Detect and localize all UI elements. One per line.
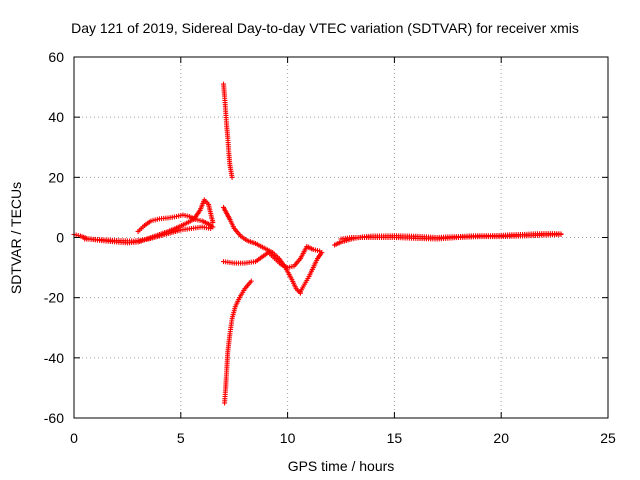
series-pass-spike-down [222,278,254,406]
data-point [558,231,564,237]
data-point [319,250,325,256]
x-tick-label: 0 [70,430,78,446]
y-tick-label: 60 [48,49,64,65]
x-tick-label: 10 [280,430,296,446]
series-pass-descent [221,204,303,296]
y-tick-label: -20 [44,290,64,306]
y-tick-label: -60 [44,410,64,426]
tick-layer: 0 5 10 15 20 25 -60 -40 -20 0 20 40 60 [44,49,616,446]
data-point [210,219,216,225]
data-point [208,225,214,231]
x-tick-label: 25 [600,430,616,446]
y-tick-label: 40 [48,109,64,125]
series-layer [71,81,564,406]
y-axis-label: SDTVAR / TECUs [8,182,24,294]
series-pass-hook [221,244,323,271]
grid-layer [74,57,608,418]
x-tick-label: 20 [493,430,509,446]
y-tick-label: -40 [44,350,64,366]
x-tick-label: 15 [387,430,403,446]
data-point [248,278,254,284]
series-pass-late-low [338,231,564,242]
series-pass-upper-hump [135,212,216,234]
x-tick-label: 5 [177,430,185,446]
x-axis-label: GPS time / hours [288,458,395,474]
chart-title: Day 121 of 2019, Sidereal Day-to-day VTE… [71,20,579,36]
y-tick-label: 0 [56,230,64,246]
data-point [229,174,235,180]
series-pass-spike-up [221,81,235,180]
series-pass-recovery [297,250,325,295]
series-pass-mid-band [82,224,214,244]
y-tick-label: 20 [48,169,64,185]
